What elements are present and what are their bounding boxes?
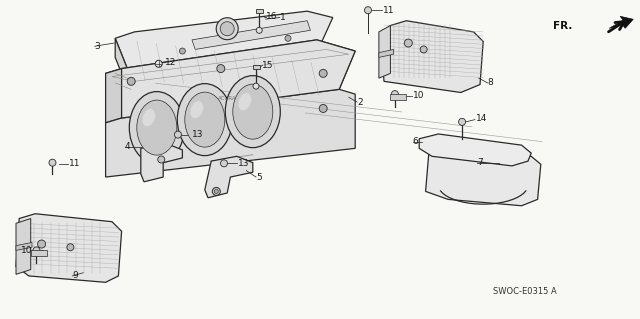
Text: 3: 3 [95, 42, 100, 51]
Text: 16: 16 [266, 12, 277, 21]
Polygon shape [115, 38, 131, 97]
Polygon shape [426, 148, 541, 206]
Ellipse shape [238, 93, 252, 110]
Text: 11: 11 [69, 159, 81, 168]
Text: 5: 5 [256, 173, 262, 182]
Ellipse shape [185, 92, 225, 147]
Text: 15: 15 [262, 61, 274, 70]
Polygon shape [379, 49, 394, 57]
Circle shape [216, 18, 238, 40]
Polygon shape [16, 242, 32, 250]
Bar [256, 9, 262, 13]
Ellipse shape [190, 101, 204, 118]
Text: ACURA: ACURA [218, 96, 237, 101]
Ellipse shape [225, 76, 280, 148]
Bar [253, 65, 259, 69]
Circle shape [33, 247, 40, 254]
Polygon shape [106, 40, 355, 118]
Text: 13: 13 [238, 159, 250, 168]
Circle shape [319, 104, 327, 113]
Text: 6: 6 [413, 137, 419, 146]
Circle shape [175, 131, 181, 138]
Polygon shape [16, 219, 31, 274]
Text: 4: 4 [125, 142, 131, 151]
Ellipse shape [177, 84, 232, 156]
Text: 10: 10 [20, 246, 32, 255]
Ellipse shape [233, 84, 273, 139]
Polygon shape [141, 144, 182, 182]
Circle shape [38, 240, 45, 248]
Circle shape [319, 69, 327, 78]
Circle shape [214, 189, 218, 193]
Text: 13: 13 [192, 130, 204, 139]
Polygon shape [16, 214, 122, 282]
Circle shape [420, 46, 427, 53]
Polygon shape [122, 40, 355, 118]
Circle shape [212, 187, 220, 196]
Circle shape [49, 159, 56, 166]
Circle shape [67, 244, 74, 251]
Ellipse shape [137, 100, 177, 155]
Bar [390, 93, 406, 100]
Polygon shape [131, 53, 317, 97]
Text: 14: 14 [476, 114, 488, 123]
Circle shape [156, 60, 162, 67]
Polygon shape [106, 69, 122, 123]
Text: 10: 10 [413, 91, 424, 100]
Circle shape [285, 35, 291, 41]
Circle shape [459, 118, 465, 125]
Circle shape [217, 64, 225, 73]
Polygon shape [192, 21, 310, 49]
Circle shape [404, 39, 412, 47]
Text: SWOC-E0315 A: SWOC-E0315 A [493, 287, 557, 296]
Polygon shape [205, 156, 253, 198]
Text: 12: 12 [165, 58, 177, 67]
Circle shape [158, 156, 164, 163]
Ellipse shape [129, 92, 184, 164]
Bar [31, 250, 47, 256]
Circle shape [179, 48, 186, 54]
Circle shape [365, 7, 371, 14]
Polygon shape [419, 134, 531, 166]
Polygon shape [379, 26, 390, 78]
Circle shape [220, 22, 234, 36]
Polygon shape [115, 11, 333, 78]
Circle shape [253, 83, 259, 89]
Text: 9: 9 [72, 271, 78, 280]
Text: 11: 11 [383, 6, 394, 15]
Text: FR.: FR. [554, 21, 573, 31]
Text: 8: 8 [488, 78, 493, 87]
Text: 2: 2 [357, 98, 363, 107]
Text: 7: 7 [477, 158, 483, 167]
Polygon shape [609, 16, 633, 28]
Circle shape [392, 91, 398, 98]
Circle shape [256, 27, 262, 33]
Polygon shape [381, 21, 483, 93]
Circle shape [127, 77, 135, 85]
Circle shape [221, 160, 227, 167]
Text: 1: 1 [280, 13, 285, 22]
Polygon shape [106, 89, 355, 177]
Ellipse shape [142, 109, 156, 126]
